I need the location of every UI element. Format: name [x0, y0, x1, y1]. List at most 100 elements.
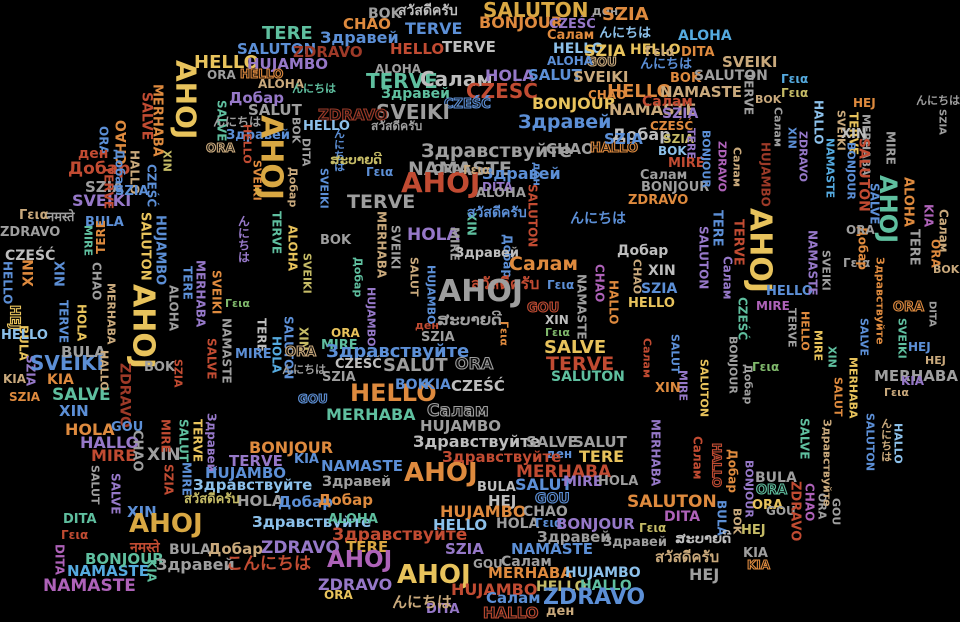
word: SZIA [584, 41, 626, 60]
word: SZIA [9, 390, 41, 404]
word: XIN [841, 127, 867, 142]
word: SZIA [85, 178, 124, 196]
word: NAMASTE [43, 576, 136, 596]
word: สวัสดีครับ [467, 205, 527, 221]
word: SALVE [108, 473, 123, 515]
word: NAMASTE [823, 138, 837, 199]
word: BOK [933, 263, 960, 276]
word: ORA [892, 300, 925, 315]
word: Салам [426, 401, 489, 421]
word: KIA [921, 204, 936, 228]
word: HELLO [303, 119, 350, 134]
word: HUJAMBO [440, 502, 527, 521]
word: CHAO [89, 262, 104, 301]
word: ORA [205, 141, 235, 155]
word: HUJAMBO [152, 215, 168, 286]
word: CHAO [630, 259, 644, 295]
word: Здравей [603, 535, 667, 550]
word: HEJ [689, 565, 720, 584]
word: HOLA [237, 492, 284, 510]
word: Γεια [61, 528, 89, 542]
word: Добар [112, 149, 127, 193]
word: ORA [284, 345, 317, 360]
word: HUJAMBO [565, 565, 641, 581]
word: Здравствуйте [252, 513, 372, 531]
word: ден [530, 162, 544, 186]
word: TERVE [405, 19, 463, 38]
word: HALLO [709, 442, 724, 488]
word: HELLO [628, 296, 675, 311]
word: ORA [207, 68, 236, 82]
word: SZIA [641, 281, 678, 297]
word: Здравствуйте [873, 257, 887, 345]
word: Салам [690, 436, 705, 480]
word: AHOJ [873, 175, 902, 243]
word: Γεια [463, 163, 491, 177]
word: SALVE [204, 338, 219, 380]
word: SALVE [52, 385, 111, 405]
word: ден [546, 447, 573, 461]
word: Салам [501, 554, 552, 570]
word: MERHABA [648, 419, 663, 487]
word: MIRE [883, 131, 898, 165]
word: HEJ [925, 354, 946, 367]
word: DITA [482, 180, 513, 194]
word: HOLA [269, 336, 284, 374]
word: ORA [752, 498, 784, 513]
word: ສະບາຍດີ [330, 153, 382, 167]
word: Здравей [455, 246, 519, 261]
word: TERE [262, 23, 313, 44]
word: CZEŚĆ [466, 79, 538, 103]
word: SZIA [322, 370, 356, 385]
word: MIRE [91, 446, 137, 465]
word: MIRE [668, 156, 705, 171]
word: XIN [160, 150, 174, 172]
word: TERE [180, 266, 195, 300]
word: MERHABA [374, 211, 389, 279]
word: HUJAMBO [758, 142, 773, 207]
word: Γεια [843, 256, 871, 270]
word: TERE [684, 128, 698, 160]
word: SALUT [383, 355, 448, 376]
word: Здравствуйте [413, 432, 541, 451]
word: ZDRAVO [715, 141, 729, 193]
word: HEJ [908, 340, 931, 354]
word: SALVE [857, 318, 871, 356]
word: ORA [928, 239, 943, 268]
word: BONJOUR [556, 515, 635, 533]
word: CHAO [588, 88, 627, 102]
word: HELLO [766, 284, 813, 299]
word: Салам [642, 94, 693, 110]
word: SVEIKI [30, 351, 104, 375]
word: TERVE [366, 69, 438, 93]
word: GOU [586, 55, 617, 69]
word: TERVE [190, 419, 205, 463]
word: ORA [815, 493, 829, 520]
word: TERE [254, 318, 269, 352]
word: AHOJ [169, 60, 203, 140]
word: CHAO [129, 430, 145, 472]
word: BONJOUR [844, 142, 858, 200]
word: BULA [61, 343, 106, 361]
word: MIRE [158, 419, 173, 453]
word: Γεια [639, 521, 667, 535]
word: SZIA [115, 184, 149, 199]
word: SVEIKI [209, 270, 224, 315]
word: ALOHA [476, 186, 526, 201]
word: HELLO [239, 67, 284, 81]
word: AHOJ [327, 547, 393, 573]
word: SZIA [662, 106, 699, 122]
word: KIA [424, 377, 451, 393]
word: SALUTON [551, 369, 625, 385]
word: Добар [500, 234, 515, 278]
word: ден [592, 4, 619, 18]
word: HALLO [811, 100, 826, 145]
word: ALOHA [547, 54, 594, 68]
word: んにちは [599, 26, 652, 41]
word: Здравей [518, 111, 612, 133]
word: SALVE [797, 418, 812, 460]
word: HELLO [240, 124, 254, 164]
word: ORA [96, 126, 111, 155]
word: Добар [351, 257, 365, 298]
